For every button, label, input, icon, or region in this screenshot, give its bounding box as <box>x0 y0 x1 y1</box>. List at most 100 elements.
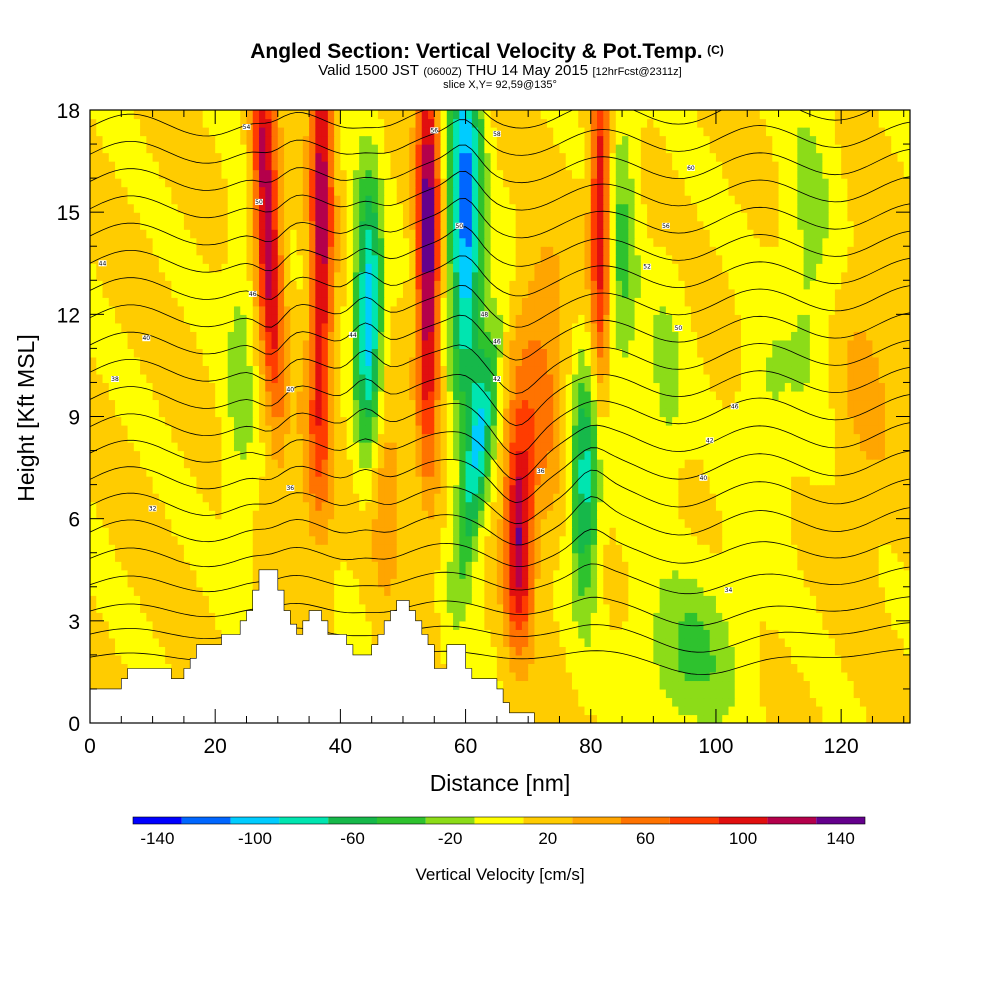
velocity-cell <box>334 493 341 503</box>
velocity-cell <box>133 510 141 520</box>
velocity-cell <box>609 544 617 554</box>
velocity-cell <box>509 467 517 477</box>
velocity-cell <box>158 595 166 605</box>
velocity-cell <box>246 578 254 588</box>
velocity-cell <box>603 586 611 596</box>
velocity-cell <box>878 680 886 690</box>
velocity-cell <box>859 407 867 418</box>
velocity-cell <box>240 552 248 562</box>
velocity-cell <box>402 425 410 435</box>
velocity-cell <box>390 493 398 503</box>
velocity-cell <box>277 544 285 554</box>
velocity-cell <box>215 467 223 477</box>
velocity-cell <box>766 493 773 503</box>
velocity-cell <box>196 595 204 605</box>
velocity-cell <box>847 476 855 486</box>
velocity-cell <box>140 459 147 469</box>
velocity-cell <box>903 552 910 562</box>
velocity-cell <box>784 569 792 579</box>
velocity-cell <box>183 578 191 588</box>
velocity-cell <box>803 697 811 707</box>
velocity-cell <box>597 467 604 477</box>
velocity-cell <box>740 399 748 409</box>
velocity-cell <box>384 407 392 418</box>
velocity-cell <box>428 612 435 622</box>
velocity-cell <box>421 612 429 622</box>
velocity-cell <box>778 561 786 571</box>
velocity-cell <box>697 671 705 682</box>
velocity-cell <box>171 646 179 656</box>
velocity-cell <box>459 493 467 503</box>
velocity-cell <box>809 671 817 682</box>
velocity-cell <box>133 390 141 401</box>
velocity-cell <box>584 663 592 673</box>
velocity-cell <box>866 518 874 528</box>
velocity-cell <box>409 578 417 588</box>
velocity-cell <box>791 407 798 418</box>
velocity-cell <box>853 493 861 503</box>
velocity-cell <box>597 442 604 452</box>
velocity-cell <box>496 663 504 673</box>
velocity-cell <box>402 493 410 503</box>
velocity-cell <box>740 569 748 579</box>
velocity-cell <box>653 407 661 418</box>
velocity-cell <box>402 399 410 409</box>
velocity-cell <box>140 561 147 571</box>
velocity-cell <box>628 569 636 579</box>
velocity-cell <box>822 637 830 647</box>
velocity-cell <box>615 416 623 426</box>
velocity-cell <box>196 476 204 486</box>
velocity-cell <box>478 476 485 486</box>
velocity-cell <box>202 450 210 460</box>
velocity-cell <box>791 442 798 452</box>
velocity-cell <box>609 510 617 520</box>
velocity-cell <box>659 476 667 486</box>
velocity-cell <box>784 552 792 562</box>
velocity-cell <box>252 484 260 494</box>
velocity-cell <box>315 535 323 545</box>
velocity-cell <box>571 637 579 647</box>
velocity-cell <box>377 416 385 426</box>
velocity-cell <box>565 586 573 596</box>
velocity-cell <box>866 467 874 477</box>
velocity-cell <box>859 637 867 647</box>
velocity-cell <box>240 399 248 409</box>
velocity-cell <box>453 450 460 460</box>
velocity-cell <box>121 612 129 622</box>
velocity-cell <box>534 586 542 596</box>
velocity-cell <box>221 467 229 477</box>
velocity-cell <box>208 595 216 605</box>
velocity-cell <box>453 535 460 545</box>
velocity-cell <box>327 433 335 443</box>
velocity-cell <box>515 612 523 622</box>
velocity-cell <box>515 416 523 426</box>
velocity-cell <box>903 407 910 418</box>
velocity-cell <box>96 586 104 596</box>
velocity-cell <box>390 433 398 443</box>
velocity-cell <box>259 493 266 503</box>
velocity-cell <box>653 544 661 554</box>
velocity-cell <box>265 416 273 426</box>
velocity-cell <box>734 544 742 554</box>
velocity-cell <box>302 450 310 460</box>
velocity-cell <box>634 612 642 622</box>
velocity-cell <box>597 586 604 596</box>
velocity-cell <box>546 450 554 460</box>
velocity-cell <box>828 442 836 452</box>
velocity-cell <box>152 578 160 588</box>
velocity-cell <box>866 586 874 596</box>
velocity-cell <box>866 654 874 664</box>
velocity-cell <box>459 510 467 520</box>
velocity-cell <box>453 467 460 477</box>
velocity-cell <box>478 416 485 426</box>
velocity-cell <box>747 510 755 520</box>
velocity-cell <box>271 518 279 528</box>
velocity-cell <box>327 527 335 537</box>
velocity-cell <box>546 688 554 699</box>
velocity-cell <box>340 569 348 579</box>
velocity-cell <box>578 629 586 639</box>
velocity-cell <box>884 399 892 409</box>
velocity-cell <box>597 493 604 503</box>
velocity-cell <box>352 620 360 630</box>
velocity-cell <box>402 484 410 494</box>
